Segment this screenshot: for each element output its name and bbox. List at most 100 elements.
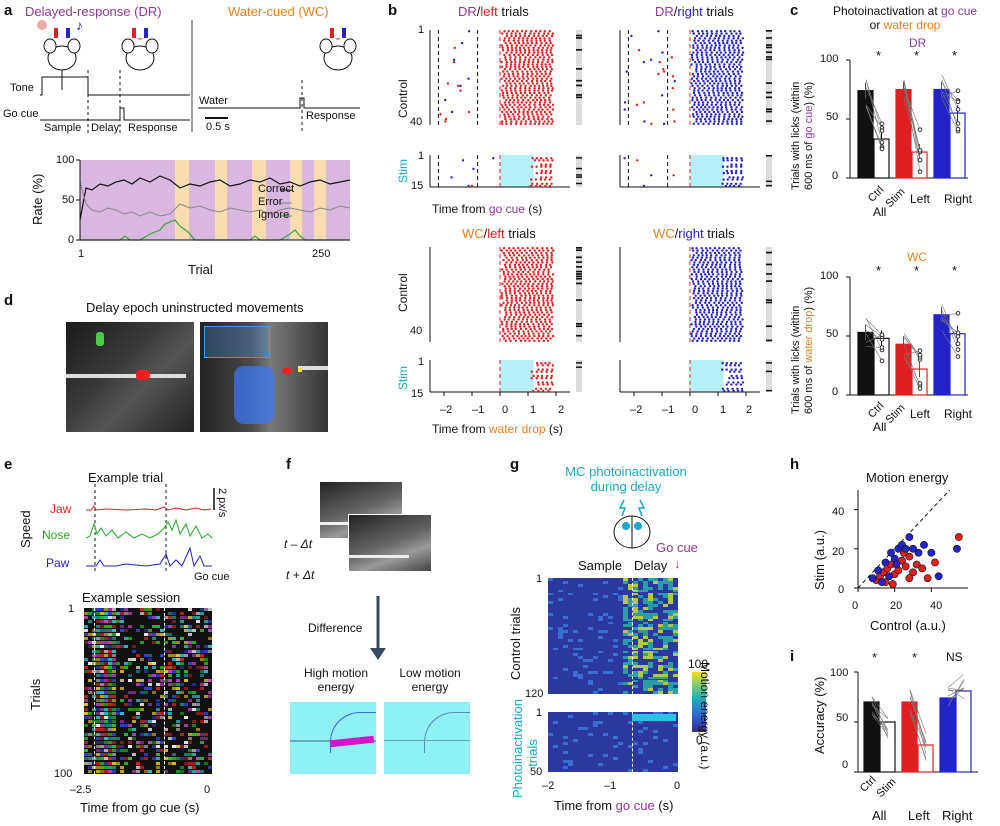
- lick-dot: [693, 315, 697, 319]
- heat-cell: [100, 715, 104, 719]
- b-xtick-1: 1: [530, 404, 537, 416]
- lick-dot: [508, 67, 512, 71]
- lick-dot: [546, 53, 549, 57]
- data-point: [955, 126, 961, 132]
- lick-dot: [509, 82, 512, 85]
- heat-cell: [608, 670, 613, 674]
- lick-dot: [735, 287, 738, 290]
- lick-dot: [707, 75, 710, 78]
- heat-cell: [96, 715, 100, 719]
- heat-cell: [663, 673, 668, 677]
- heat-cell: [156, 711, 160, 715]
- lick-dot: [726, 182, 729, 185]
- heat-cell: [176, 653, 180, 657]
- heat-cell: [633, 586, 638, 590]
- heat-cell: [668, 662, 673, 665]
- lick-dot: [502, 84, 505, 88]
- heat-cell: [140, 749, 144, 753]
- lick-dot: [542, 249, 545, 252]
- delay-start-line: [94, 608, 95, 774]
- lick-dot: [535, 330, 538, 333]
- heat-cell: [112, 657, 116, 661]
- heat-cell: [120, 686, 124, 690]
- outcome-tick: [576, 34, 582, 37]
- lick-dot: [530, 94, 533, 97]
- lick-dot: [550, 182, 553, 185]
- lick-dot: [725, 313, 728, 316]
- lick-dot: [708, 41, 711, 45]
- lick-dot: [723, 63, 726, 66]
- lick-dot: [705, 113, 709, 116]
- g-tick-1b: 1: [536, 707, 543, 719]
- heat-cell: [100, 637, 104, 641]
- lick-dot: [711, 89, 715, 92]
- lick-dot: [538, 56, 542, 59]
- lick-dot: [714, 96, 718, 99]
- heat-cell: [108, 608, 112, 611]
- lick-dot: [536, 299, 540, 302]
- heat-cell: [108, 670, 112, 674]
- lick-dot: [734, 182, 738, 185]
- lick-dot: [731, 334, 734, 338]
- lick-dot: [535, 39, 538, 42]
- lick-dot: [539, 98, 543, 102]
- i-ytick-0: 0: [842, 759, 849, 771]
- heat-cell: [108, 715, 112, 719]
- heat-cell: [108, 744, 112, 748]
- heat-cell: [192, 703, 196, 707]
- c-group-left: Left: [910, 192, 931, 206]
- heat-cell: [648, 592, 653, 596]
- lick-dot: [698, 322, 701, 326]
- lick-dot: [704, 301, 707, 305]
- lick-dot: [720, 275, 724, 278]
- lick-dot: [529, 105, 532, 109]
- heat-cell: [673, 667, 678, 671]
- data-point: [879, 345, 885, 350]
- heat-cell: [108, 637, 112, 641]
- lick-dot: [698, 320, 702, 324]
- lick-dot: [724, 103, 727, 107]
- lick-dot: [732, 72, 736, 76]
- lick-dot: [727, 389, 730, 393]
- lick-dot: [702, 122, 705, 126]
- lick-dot: [702, 292, 705, 295]
- heat-cell: [100, 744, 104, 748]
- lick-dot: [661, 51, 664, 54]
- heat-cell: [204, 649, 208, 653]
- heat-cell: [140, 765, 144, 769]
- heat-cell: [638, 589, 643, 593]
- lick-dot: [537, 51, 540, 54]
- heat-cell: [144, 753, 148, 757]
- lick-dot: [694, 322, 697, 326]
- lick-dot: [545, 311, 549, 314]
- lick-dot: [548, 330, 552, 333]
- lick-dot: [514, 327, 517, 331]
- lick-dot: [502, 258, 505, 262]
- lick-dot: [540, 251, 543, 255]
- lick-dot: [532, 325, 536, 328]
- lick-dot: [533, 103, 536, 107]
- outcome-tick: [766, 299, 772, 301]
- lick-dot: [710, 29, 713, 33]
- lick-dot: [516, 105, 519, 109]
- b-tick-1c: 1: [418, 356, 425, 368]
- lick-dot: [508, 275, 511, 278]
- heat-cell: [124, 645, 128, 649]
- heat-cell: [88, 720, 92, 724]
- lick-dot: [712, 122, 716, 126]
- lick-dot: [695, 277, 698, 281]
- lick-dot: [513, 292, 517, 295]
- heat-cell: [638, 630, 643, 634]
- lick-dot: [504, 308, 507, 312]
- lick-dot: [508, 53, 511, 57]
- lick-dot: [503, 53, 506, 57]
- heat-cell: [128, 724, 132, 728]
- lick-dot: [470, 184, 474, 188]
- lick-dot: [536, 287, 540, 290]
- heat-cell: [120, 628, 124, 632]
- heat-cell: [128, 728, 132, 732]
- lick-dot: [706, 89, 709, 92]
- lick-dot: [738, 303, 741, 307]
- heat-cell: [168, 678, 172, 682]
- lick-dot: [731, 325, 734, 328]
